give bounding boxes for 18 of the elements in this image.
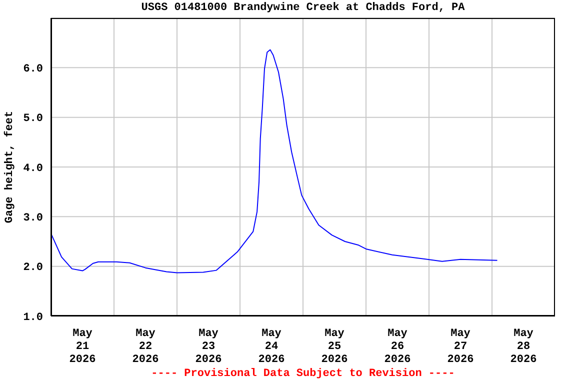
x-tick-label: May 22 2026 — [132, 328, 159, 366]
x-tick-label: May 27 2026 — [447, 328, 474, 366]
y-tick-label: 4.0 — [23, 162, 43, 175]
x-tick-label: May 28 2026 — [510, 328, 537, 366]
y-tick-label: 1.0 — [23, 312, 43, 324]
x-tick-label: May 23 2026 — [195, 328, 222, 366]
x-tick-label: May 25 2026 — [321, 328, 348, 366]
x-tick-label: May 24 2026 — [258, 328, 285, 366]
x-tick-label: May 26 2026 — [384, 328, 411, 366]
y-tick-label: 5.0 — [23, 113, 43, 126]
y-tick-label: 3.0 — [23, 212, 43, 225]
chart-title: USGS 01481000 Brandywine Creek at Chadds Ford, PA — [140, 2, 466, 14]
y-tick-label: 6.0 — [23, 64, 43, 76]
y-axis-title: Gage height, feet — [2, 110, 16, 224]
y-tick-label: 2.0 — [23, 262, 43, 274]
line-series — [51, 49, 498, 274]
text: ---- Provisional Data Subject to Revision ---- — [150, 368, 456, 380]
x-tick-label: May 21 2026 — [69, 328, 96, 366]
